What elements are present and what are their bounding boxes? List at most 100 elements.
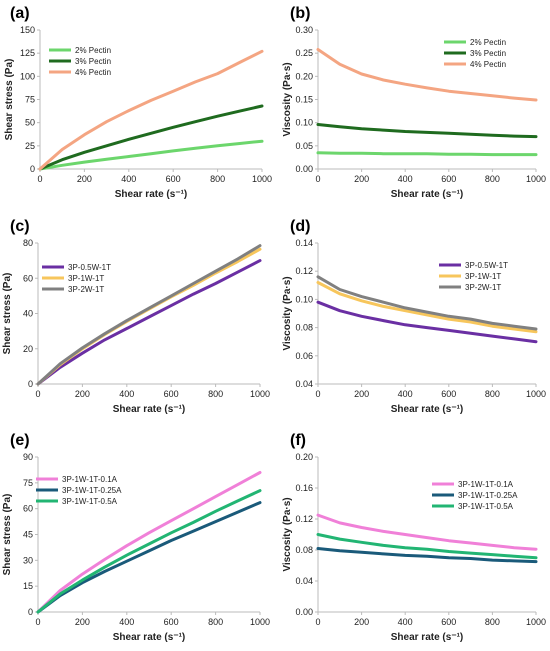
x-tick-label: 1000 [526, 617, 546, 627]
x-axis-title: Shear rate (s⁻¹) [391, 632, 464, 643]
legend-label: 4% Pectin [470, 60, 506, 69]
x-tick-label: 600 [164, 617, 179, 627]
y-tick-label: 15 [23, 581, 33, 591]
y-tick-label: 20 [23, 344, 33, 354]
y-tick-label: 0.14 [295, 238, 313, 248]
legend-label: 4% Pectin [75, 68, 111, 77]
y-tick-label: 0.12 [295, 514, 313, 524]
y-tick-label: 0 [30, 164, 35, 174]
legend: 2% Pectin 3% Pectin 4% Pectin [49, 46, 111, 77]
x-tick-label: 400 [119, 389, 134, 399]
x-axis-title: Shear rate (s⁻¹) [391, 189, 464, 200]
y-tick-label: 90 [23, 452, 33, 462]
legend-label: 2% Pectin [470, 38, 506, 47]
chart-panel-1: (a) 0 200 400 600 800 1000 0 25 50 75 100 125 150 Shea… [4, 5, 272, 200]
series-line-1 [316, 300, 538, 344]
legend-label: 3P-1W-1T-0.1A [62, 475, 118, 484]
x-tick-label: 800 [485, 389, 500, 399]
legend-label: 3P-1W-1T-0.25A [62, 486, 122, 495]
x-axis-title: Shear rate (s⁻¹) [113, 404, 186, 415]
y-tick-label: 0.16 [295, 483, 313, 493]
chart-panel-2: (b) 0 200 400 600 800 1000 0.00 0.05 0.10 0.15 0.20… [282, 5, 546, 200]
y-tick-label: 0.00 [295, 607, 313, 617]
legend-label: 3P-1W-1T [465, 272, 501, 281]
x-tick-label: 200 [77, 174, 92, 184]
x-axis-title: Shear rate (s⁻¹) [113, 632, 186, 643]
series-line-2 [316, 123, 538, 139]
x-tick-label: 400 [398, 617, 413, 627]
x-tick-label: 200 [354, 617, 369, 627]
legend-label: 3P-2W-1T [68, 285, 104, 294]
series-line-2 [38, 104, 264, 171]
series-line-3 [36, 489, 262, 614]
x-tick-label: 600 [164, 389, 179, 399]
legend-label: 3% Pectin [470, 49, 506, 58]
x-tick-label: 400 [398, 174, 413, 184]
y-tick-label: 0.30 [295, 25, 313, 35]
y-tick-label: 80 [23, 238, 33, 248]
panel-label: (a) [10, 5, 30, 22]
legend: 3P-1W-1T-0.1A 3P-1W-1T-0.25A 3P-1W-1T-0.5A [36, 475, 122, 506]
y-axis-title: Shear stress (Pa) [4, 59, 15, 141]
chart-panel-3: (c) 0 200 400 600 800 1000 0 20 40 60 80 Shear rate … [2, 218, 270, 415]
y-tick-label: 0.08 [295, 323, 313, 333]
x-tick-label: 0 [315, 174, 320, 184]
series-line-1 [38, 139, 264, 171]
x-tick-label: 1000 [526, 174, 546, 184]
x-tick-label: 800 [208, 389, 223, 399]
y-tick-label: 60 [23, 273, 33, 283]
y-tick-label: 40 [23, 309, 33, 319]
y-tick-label: 0.06 [295, 351, 313, 361]
series-line-1 [316, 151, 538, 157]
y-tick-label: 75 [25, 95, 35, 105]
legend: 2% Pectin 3% Pectin 4% Pectin [444, 38, 506, 69]
panel-label: (e) [10, 432, 30, 449]
x-tick-label: 200 [75, 389, 90, 399]
y-tick-label: 0.15 [295, 95, 313, 105]
x-tick-label: 600 [166, 174, 181, 184]
y-tick-label: 75 [23, 478, 33, 488]
y-tick-label: 0.10 [295, 118, 313, 128]
y-axis-title: Viscosity (Pa·s) [282, 276, 293, 350]
x-tick-label: 1000 [526, 389, 546, 399]
legend-label: 2% Pectin [75, 46, 111, 55]
legend-label: 3P-2W-1T [465, 283, 501, 292]
legend: 3P-0.5W-1T 3P-1W-1T 3P-2W-1T [439, 261, 508, 292]
x-tick-label: 400 [121, 174, 136, 184]
y-tick-label: 150 [20, 25, 35, 35]
chart-panel-4: (d) 0 200 400 600 800 1000 0.04 0.06 0.08 0.10 0.12… [282, 218, 546, 415]
x-tick-label: 200 [354, 389, 369, 399]
x-tick-label: 1000 [250, 389, 270, 399]
legend-label: 3P-1W-1T-0.5A [458, 502, 514, 511]
legend-label: 3P-1W-1T-0.25A [458, 491, 518, 500]
series-line-1 [36, 471, 262, 614]
x-tick-label: 0 [315, 389, 320, 399]
y-tick-label: 0.25 [295, 48, 313, 58]
y-tick-label: 125 [20, 48, 35, 58]
y-tick-label: 0.12 [295, 266, 313, 276]
y-tick-label: 60 [23, 504, 33, 514]
legend: 3P-1W-1T-0.1A 3P-1W-1T-0.25A 3P-1W-1T-0.5A [432, 480, 518, 511]
legend-label: 3P-1W-1T-0.1A [458, 480, 514, 489]
y-tick-label: 0.20 [295, 452, 313, 462]
y-tick-label: 0.05 [295, 141, 313, 151]
y-tick-label: 0 [28, 607, 33, 617]
legend-label: 3P-0.5W-1T [68, 263, 111, 272]
series-line-1 [36, 259, 262, 386]
legend-label: 3P-1W-1T [68, 274, 104, 283]
y-axis-title: Viscosity (Pa·s) [282, 497, 293, 571]
x-tick-label: 600 [441, 389, 456, 399]
x-tick-label: 200 [354, 174, 369, 184]
x-tick-label: 1000 [250, 617, 270, 627]
y-tick-label: 25 [25, 141, 35, 151]
series-line-2 [36, 501, 262, 614]
x-tick-label: 600 [441, 174, 456, 184]
panel-label: (f) [290, 432, 306, 449]
x-tick-label: 400 [398, 389, 413, 399]
chart-panel-6: (f) 0 200 400 600 800 1000 0.00 0.04 0.08 0.12 0.16… [282, 432, 546, 643]
legend-label: 3P-1W-1T-0.5A [62, 497, 118, 506]
series-line-3 [36, 244, 262, 386]
series-line-1 [316, 513, 538, 551]
x-tick-label: 400 [119, 617, 134, 627]
